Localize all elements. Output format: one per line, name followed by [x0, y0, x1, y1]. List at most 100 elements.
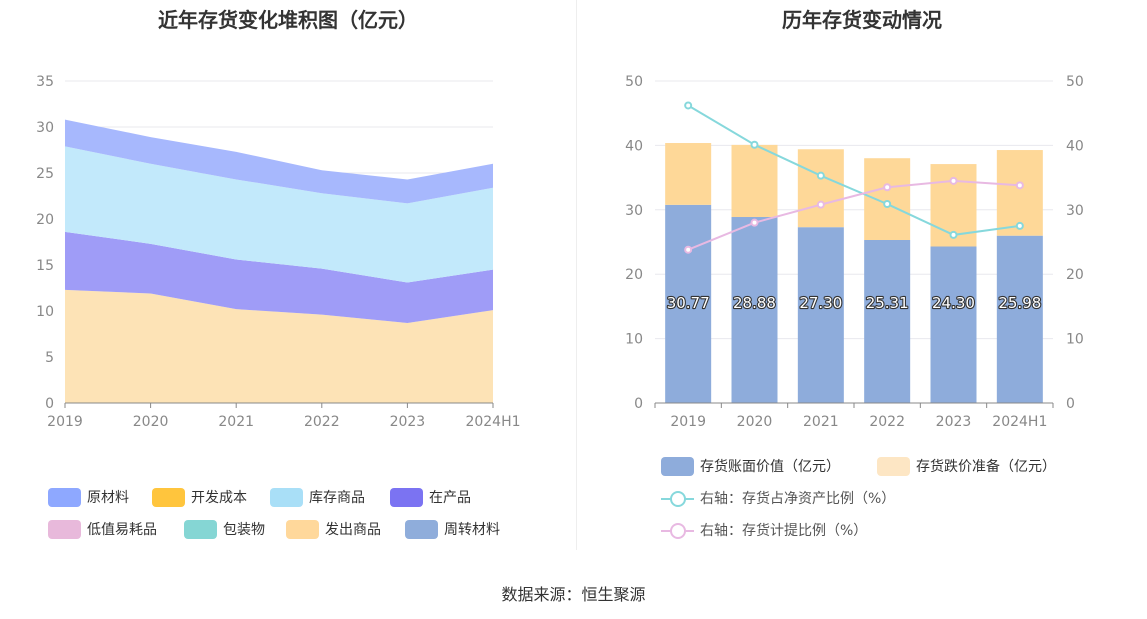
- y-left-tick-label: 40: [625, 138, 643, 154]
- legend-label: 右轴：存货计提比例（%）: [700, 523, 868, 539]
- x-tick-label: 2019: [670, 414, 706, 430]
- area-0: [65, 289, 493, 403]
- legend-item-raw-materials[interactable]: 原材料: [48, 487, 129, 507]
- legend-item-wip[interactable]: 在产品: [390, 487, 471, 507]
- line-point: [816, 200, 825, 209]
- legend-swatch: [184, 519, 217, 539]
- left-chart-panel: 近年存货变化堆积图（亿元） 0 5 10 15 20 25 30 35 2019 2020 2021…: [0, 0, 576, 560]
- legend-label: 发出商品: [325, 522, 381, 538]
- y-right-tick-label: 0: [1066, 396, 1075, 412]
- area-1: [65, 231, 493, 323]
- bar-value-label: 27.30: [799, 294, 842, 312]
- x-tick-label: 2020: [133, 414, 169, 430]
- line-series-1: [687, 179, 1020, 251]
- x-tick-label: 2021: [218, 414, 254, 430]
- x-tick-label: 2019: [47, 414, 83, 430]
- bar-value-label: 30.77: [667, 294, 710, 312]
- legend-label: 开发成本: [191, 490, 247, 506]
- bar-value-label: 25.31: [866, 294, 909, 312]
- legend-line-swatch: [661, 489, 694, 508]
- legend-item-book-value[interactable]: 存货账面价值（亿元）: [661, 456, 840, 476]
- right-chart-title: 历年存货变动情况: [782, 8, 942, 32]
- left-legend: 原材料 开发成本 库存商品 在产品 低值易耗品 包装物 发出商品 周转材料: [0, 0, 576, 560]
- bar-impairment: [731, 144, 778, 218]
- legend-item-impairment[interactable]: 存货跌价准备（亿元）: [877, 456, 1056, 476]
- y-tick-label: 5: [45, 350, 54, 366]
- legend-item-consumables[interactable]: 低值易耗品: [48, 519, 157, 539]
- legend-item-turnover-materials[interactable]: 周转材料: [405, 519, 500, 539]
- line-point: [750, 140, 759, 149]
- y-left-tick-label: 30: [625, 203, 643, 219]
- area-2: [65, 146, 493, 283]
- x-tick-label: 2022: [869, 414, 905, 430]
- bar-book-value: [930, 246, 977, 403]
- y-tick-label: 20: [36, 212, 54, 228]
- legend-item-finished-goods[interactable]: 库存商品: [270, 487, 365, 507]
- area-3: [65, 119, 493, 204]
- y-right-tick-label: 10: [1066, 332, 1084, 348]
- line-point: [1015, 221, 1024, 230]
- right-legend: 存货账面价值（亿元） 存货跌价准备（亿元） 右轴：存货占净资产比例（%） 右轴：…: [577, 0, 1147, 560]
- legend-item-packaging[interactable]: 包装物: [184, 519, 265, 539]
- bar-value-label: 25.98: [998, 294, 1041, 312]
- y-tick-label: 0: [45, 396, 54, 412]
- legend-item-goods-shipped[interactable]: 发出商品: [286, 519, 381, 539]
- legend-label: 存货跌价准备（亿元）: [916, 459, 1056, 475]
- legend-swatch: [877, 456, 910, 476]
- y-tick-label: 30: [36, 120, 54, 136]
- line-point: [750, 218, 759, 227]
- left-chart-title: 近年存货变化堆积图（亿元）: [158, 8, 418, 32]
- bar-impairment: [665, 143, 712, 205]
- x-tick-label: 2021: [803, 414, 839, 430]
- y-left-tick-label: 10: [625, 332, 643, 348]
- y-left-tick-label: 50: [625, 74, 643, 90]
- legend-label: 右轴：存货占净资产比例（%）: [700, 491, 896, 507]
- legend-swatch: [405, 519, 438, 539]
- legend-swatch: [48, 519, 81, 539]
- y-left-tick-label: 20: [625, 267, 643, 283]
- y-tick-label: 35: [36, 74, 54, 90]
- x-tick-label: 2024H1: [992, 414, 1047, 430]
- bar-value-label: 24.30: [932, 294, 975, 312]
- legend-item-provision-ratio[interactable]: 右轴：存货计提比例（%）: [661, 520, 867, 540]
- bar-book-value: [797, 227, 844, 403]
- bar-book-value: [665, 204, 712, 403]
- panel-divider: [576, 0, 577, 550]
- y-tick-label: 25: [36, 166, 54, 182]
- legend-swatch: [286, 519, 319, 539]
- line-point: [816, 171, 825, 180]
- stacked-area-chart: 0 5 10 15 20 25 30 35 2019 2020 2021 2022 2023 2024H1: [36, 74, 520, 430]
- y-right-tick-label: 30: [1066, 203, 1084, 219]
- line-point: [949, 230, 958, 239]
- line-point: [684, 101, 693, 110]
- line-point: [883, 200, 892, 209]
- bar-book-value: [996, 235, 1043, 403]
- line-point: [1015, 181, 1024, 190]
- bar-impairment: [864, 158, 911, 241]
- legend-swatch: [270, 487, 303, 507]
- legend-swatch: [390, 487, 423, 507]
- legend-item-net-asset-ratio[interactable]: 右轴：存货占净资产比例（%）: [661, 488, 895, 508]
- legend-label: 在产品: [429, 490, 471, 506]
- x-tick-label: 2023: [936, 414, 972, 430]
- y-tick-label: 15: [36, 258, 54, 274]
- legend-label: 周转材料: [444, 522, 500, 538]
- y-tick-label: 10: [36, 304, 54, 320]
- line-point: [883, 183, 892, 192]
- legend-swatch: [48, 487, 81, 507]
- line-point: [684, 245, 693, 254]
- x-tick-label: 2022: [304, 414, 340, 430]
- legend-item-dev-cost[interactable]: 开发成本: [152, 487, 247, 507]
- source-name: 恒生聚源: [581, 585, 646, 604]
- legend-label: 原材料: [87, 490, 129, 506]
- legend-swatch: [661, 456, 694, 476]
- legend-label: 库存商品: [309, 490, 365, 506]
- bar-impairment: [797, 149, 844, 228]
- legend-label: 包装物: [223, 522, 265, 538]
- bar-impairment: [996, 150, 1043, 236]
- bar-value-label: 28.88: [733, 294, 776, 312]
- y-left-tick-label: 0: [634, 396, 643, 412]
- x-tick-label: 2020: [737, 414, 773, 430]
- line-series-0: [687, 104, 1020, 236]
